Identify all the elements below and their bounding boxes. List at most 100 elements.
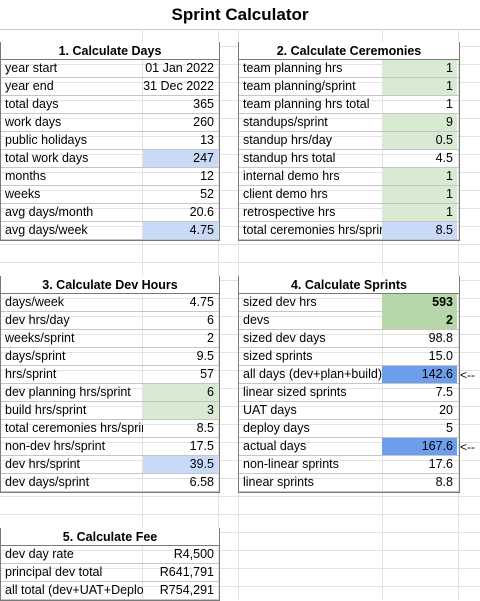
row-value[interactable]: 17.5 (189, 439, 214, 453)
row-input-value[interactable]: 1 (382, 204, 457, 221)
table-row[interactable]: weeks 52 (1, 186, 219, 204)
row-input-value[interactable]: 3 (143, 402, 218, 419)
table-row[interactable]: team planning/sprint 1 (239, 78, 459, 96)
row-value[interactable]: R754,291 (159, 583, 214, 597)
row-value[interactable]: 5 (446, 421, 453, 435)
row-value[interactable]: 6 (207, 313, 214, 327)
table-row[interactable]: build hrs/sprint 3 (1, 402, 219, 420)
table-row[interactable]: devs 2 (239, 312, 459, 330)
row-label: weeks (5, 187, 41, 201)
row-label: avg days/week (5, 223, 88, 237)
row-value[interactable]: 20 (439, 403, 453, 417)
table-row[interactable]: dev hrs/day 6 (1, 312, 219, 330)
table-row[interactable]: team planning hrs 1 (239, 60, 459, 78)
table-row[interactable]: sized sprints 15.0 (239, 348, 459, 366)
table-row[interactable]: weeks/sprint 2 (1, 330, 219, 348)
row-value-highlight[interactable]: 8.5 (382, 222, 457, 239)
row-input-value[interactable]: 9 (382, 114, 457, 131)
section-header: 2. Calculate Ceremonies (239, 42, 459, 60)
row-value[interactable]: 2 (207, 331, 214, 345)
row-value[interactable]: R641,791 (159, 565, 214, 579)
row-value[interactable]: 1 (446, 97, 453, 111)
table-row[interactable]: avg days/month 20.6 (1, 204, 219, 222)
table-row[interactable]: standup hrs/day 0.5 (239, 132, 459, 150)
row-input-value[interactable]: 0.5 (382, 132, 457, 149)
table-row[interactable]: deploy days 5 (239, 420, 459, 438)
row-value-highlight[interactable]: 39.5 (143, 456, 218, 473)
table-row[interactable]: year start 01 Jan 2022 (1, 60, 219, 78)
table-row[interactable]: all total (dev+UAT+Deploy) R754,291 (1, 582, 219, 600)
row-value[interactable]: 6.58 (189, 475, 214, 489)
row-value[interactable]: 12 (200, 169, 214, 183)
row-value[interactable]: 8.8 (435, 475, 453, 489)
row-value-highlight[interactable]: 247 (143, 150, 218, 167)
row-value[interactable]: 365 (193, 97, 214, 111)
row-value[interactable]: 57 (200, 367, 214, 381)
row-value[interactable]: 4.5 (435, 151, 453, 165)
table-row[interactable]: days/week 4.75 (1, 294, 219, 312)
row-label: avg days/month (5, 205, 94, 219)
row-input-value[interactable]: 1 (382, 78, 457, 95)
row-value[interactable]: 7.5 (435, 385, 453, 399)
table-row[interactable]: total days 365 (1, 96, 219, 114)
table-row[interactable]: public holidays 13 (1, 132, 219, 150)
row-value[interactable]: 98.8 (428, 331, 453, 345)
row-value-highlight[interactable]: 4.75 (143, 222, 218, 239)
table-row[interactable]: UAT days 20 (239, 402, 459, 420)
row-value[interactable]: 9.5 (196, 349, 214, 363)
row-value[interactable]: 13 (200, 133, 214, 147)
row-value[interactable]: 31 Dec 2022 (143, 79, 214, 93)
sheet-title: Sprint Calculator (0, 0, 480, 30)
row-value[interactable]: 15.0 (428, 349, 453, 363)
table-row[interactable]: principal dev total R641,791 (1, 564, 219, 582)
table-row[interactable]: year end 31 Dec 2022 (1, 78, 219, 96)
row-label: linear sized sprints (243, 385, 347, 399)
row-input-value[interactable]: 1 (382, 60, 457, 77)
row-value[interactable]: 01 Jan 2022 (145, 61, 214, 75)
row-value[interactable]: 20.6 (189, 205, 214, 219)
table-row[interactable]: months 12 (1, 168, 219, 186)
row-input-value[interactable]: 1 (382, 186, 457, 203)
row-value[interactable]: 52 (200, 187, 214, 201)
table-row[interactable]: non-linear sprints 17.6 (239, 456, 459, 474)
table-row[interactable]: non-dev hrs/sprint 17.5 (1, 438, 219, 456)
row-label: all total (dev+UAT+Deploy) (5, 583, 143, 597)
row-value[interactable]: 260 (193, 115, 214, 129)
table-row[interactable]: standup hrs total 4.5 (239, 150, 459, 168)
row-input-value[interactable]: 1 (382, 168, 457, 185)
table-row[interactable]: dev days/sprint 6.58 (1, 474, 219, 492)
row-value[interactable]: 17.6 (428, 457, 453, 471)
table-row[interactable]: sized dev hrs 593 (239, 294, 459, 312)
row-value[interactable]: 8.5 (196, 421, 214, 435)
row-input-value[interactable]: 6 (143, 384, 218, 401)
table-row[interactable]: work days 260 (1, 114, 219, 132)
row-input-value[interactable]: 2 (382, 312, 457, 329)
table-row[interactable]: standups/sprint 9 (239, 114, 459, 132)
table-row[interactable]: retrospective hrs 1 (239, 204, 459, 222)
table-row[interactable]: dev day rate R4,500 (1, 546, 219, 564)
table-row[interactable]: actual days 167.6 (239, 438, 459, 456)
table-row[interactable]: days/sprint 9.5 (1, 348, 219, 366)
row-label: principal dev total (5, 565, 103, 579)
row-value[interactable]: 4.75 (189, 295, 214, 309)
table-row[interactable]: total ceremonies hrs/sprint 8.5 (1, 420, 219, 438)
table-row[interactable]: avg days/week 4.75 (1, 222, 219, 240)
table-row[interactable]: linear sprints 8.8 (239, 474, 459, 492)
grid-column-line (458, 29, 459, 600)
row-value-highlight[interactable]: 167.6 (382, 438, 457, 455)
table-row[interactable]: total work days 247 (1, 150, 219, 168)
table-row[interactable]: all days (dev+plan+build) 142.6 (239, 366, 459, 384)
table-row[interactable]: dev hrs/sprint 39.5 (1, 456, 219, 474)
table-row[interactable]: dev planning hrs/sprint 6 (1, 384, 219, 402)
table-row[interactable]: internal demo hrs 1 (239, 168, 459, 186)
row-input-value[interactable]: 593 (382, 294, 457, 311)
table-row[interactable]: client demo hrs 1 (239, 186, 459, 204)
row-label: dev hrs/day (5, 313, 70, 327)
table-row[interactable]: total ceremonies hrs/sprint 8.5 (239, 222, 459, 240)
row-value-highlight[interactable]: 142.6 (382, 366, 457, 383)
table-row[interactable]: team planning hrs total 1 (239, 96, 459, 114)
table-row[interactable]: hrs/sprint 57 (1, 366, 219, 384)
table-row[interactable]: sized dev days 98.8 (239, 330, 459, 348)
row-value[interactable]: R4,500 (173, 547, 214, 561)
table-row[interactable]: linear sized sprints 7.5 (239, 384, 459, 402)
